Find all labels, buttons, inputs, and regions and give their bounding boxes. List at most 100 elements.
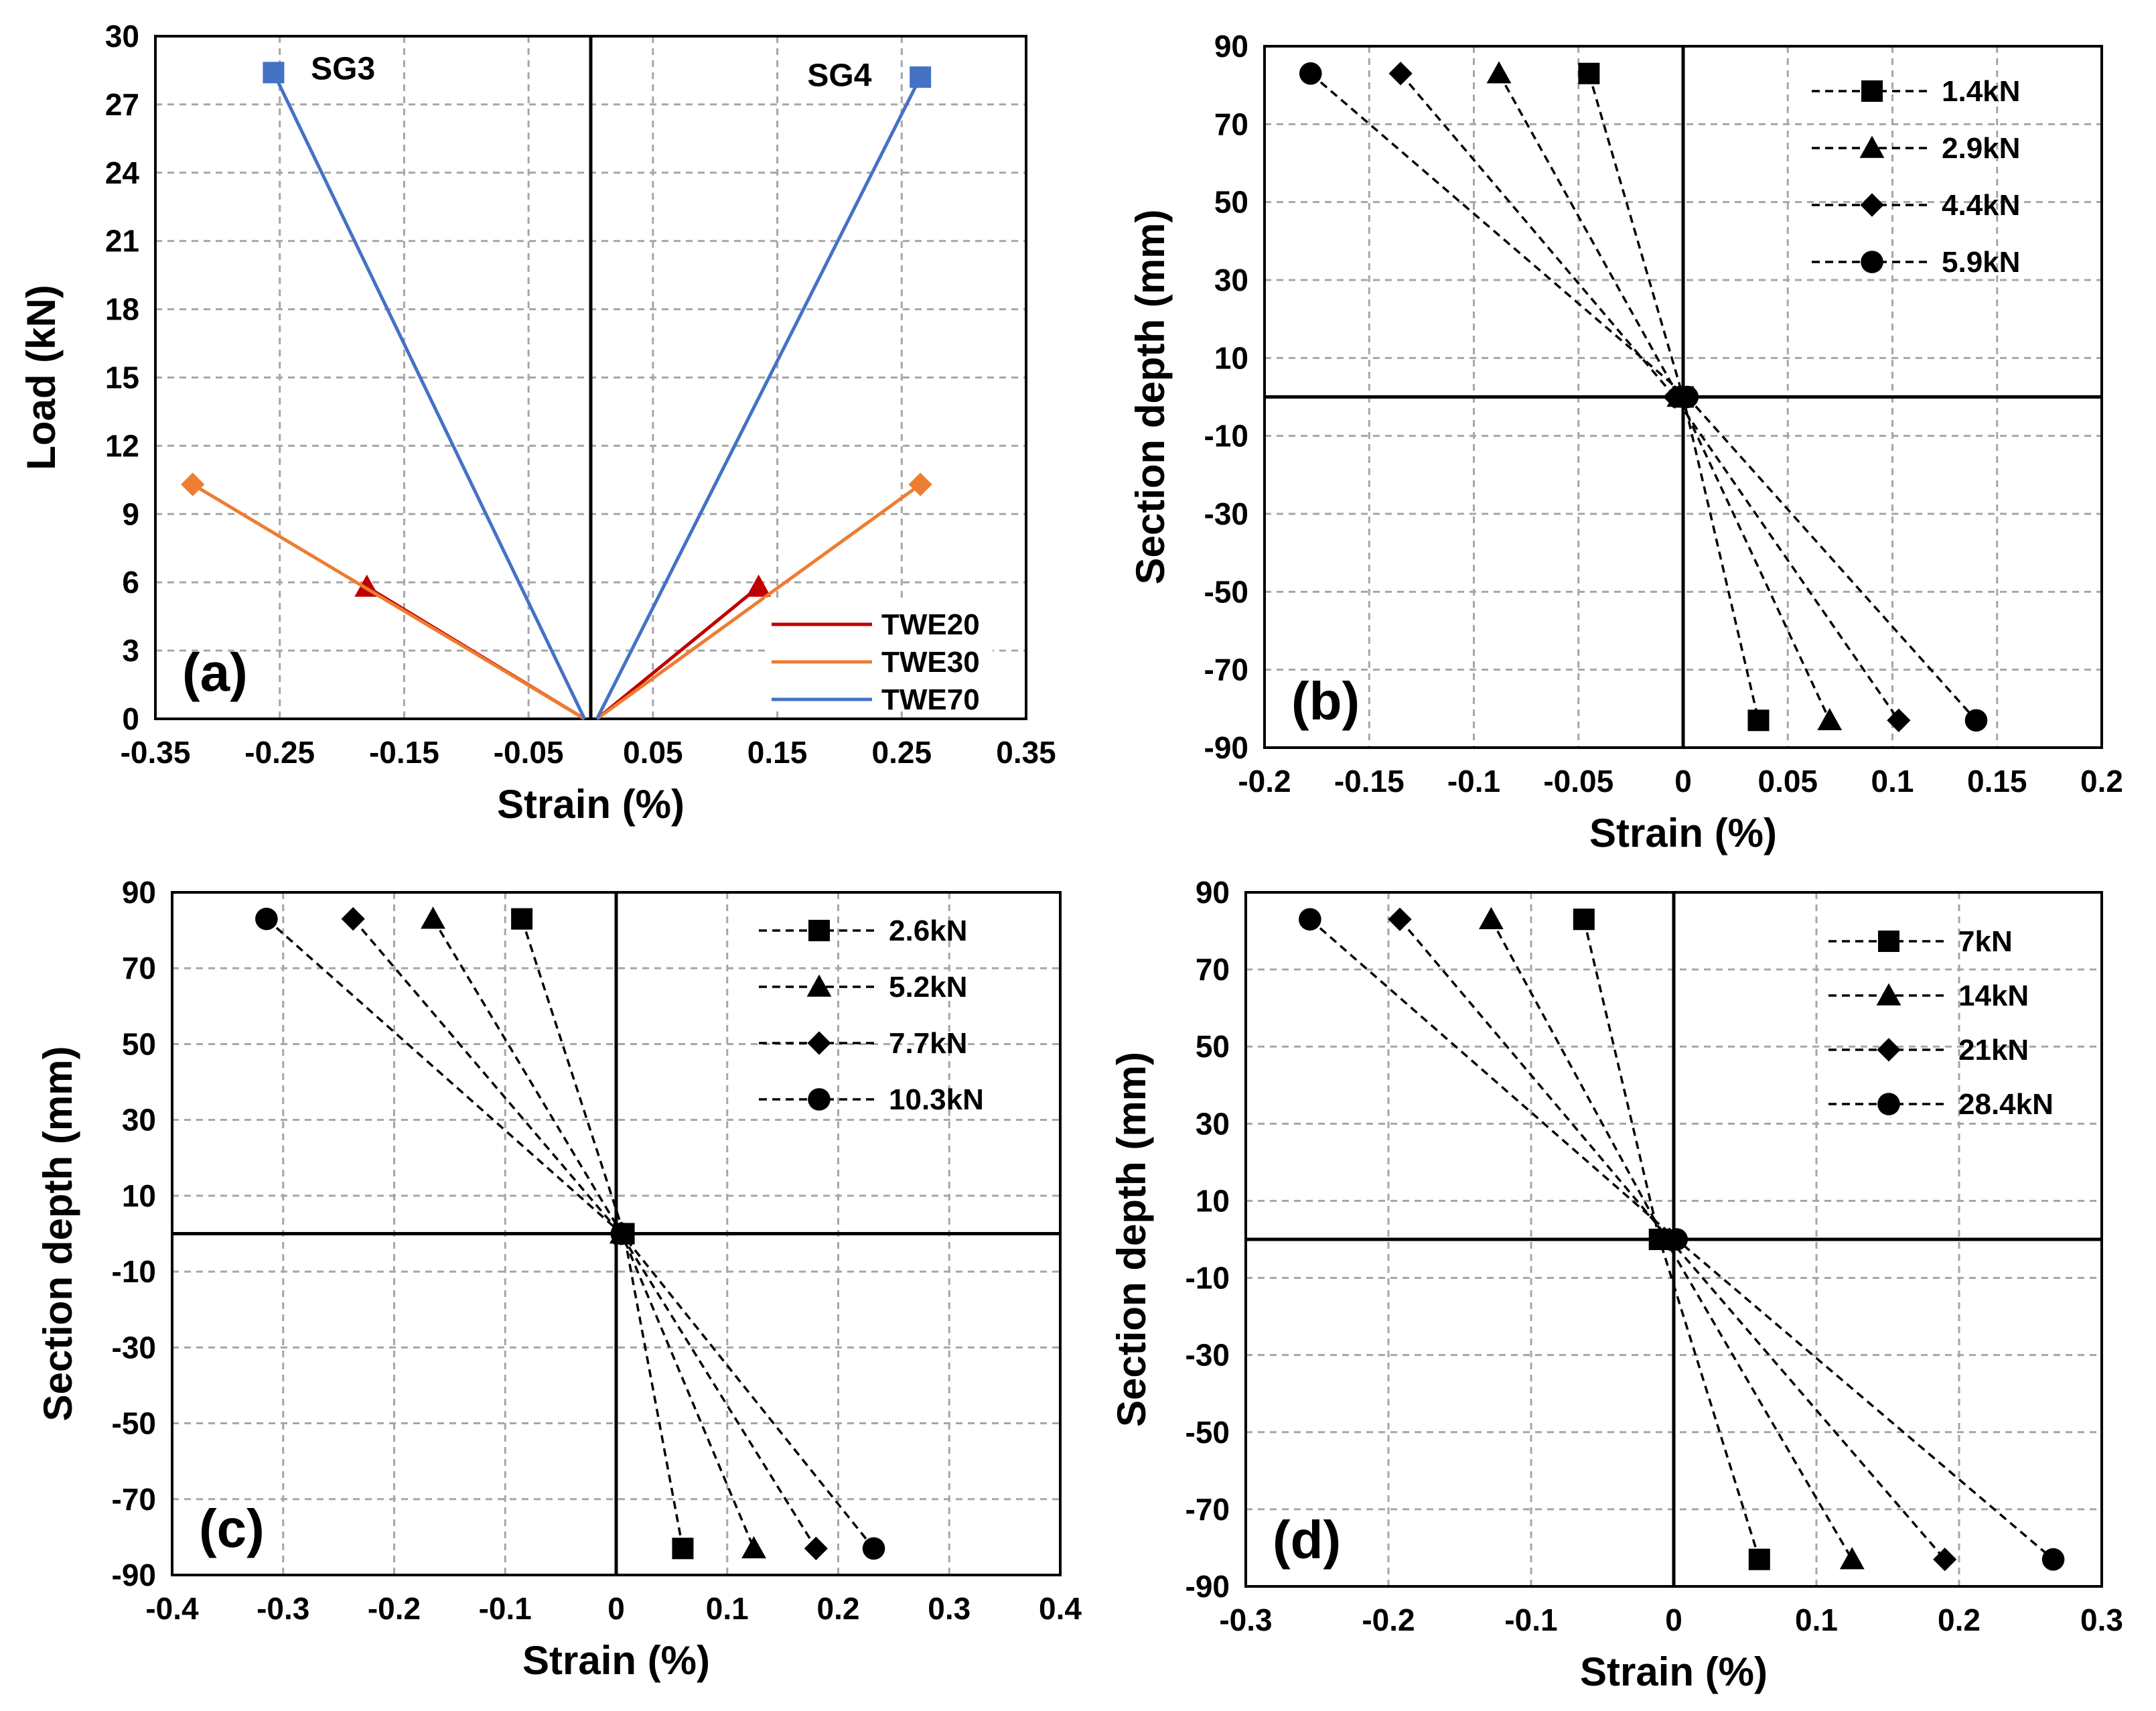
data-point-marker [1573, 908, 1595, 931]
x-tick-label: -0.1 [1447, 764, 1500, 799]
series-10.3kn [255, 907, 885, 1560]
data-point-marker [1933, 1548, 1957, 1572]
y-tick-label: 18 [105, 292, 139, 327]
x-tick-label: -0.1 [479, 1591, 532, 1626]
data-point-marker [263, 62, 285, 84]
legend-marker [1877, 1038, 1901, 1062]
panel-label: (a) [182, 642, 248, 702]
legend-marker [1861, 251, 1883, 273]
panel-a-load-strain-chart: -0.35 -0.25 -0.15 -0.05 0.05 0.15 0.25 0.35 0 3 6 9… [19, 19, 1056, 827]
y-tick-label: 15 [105, 360, 139, 395]
data-point-marker [511, 908, 533, 930]
legend: TWE20 TWE30 TWE70 [765, 598, 993, 716]
y-tick-label: 70 [122, 951, 156, 985]
x-tick-label: 0.2 [1938, 1602, 1981, 1637]
legend-item: 7kN [1828, 925, 2013, 958]
legend-item: 2.6kN [759, 914, 967, 947]
y-tick-label: -70 [112, 1482, 156, 1517]
x-tick-label: -0.15 [1334, 764, 1405, 799]
y-tick-label: 0 [122, 701, 139, 736]
x-tick-label: -0.2 [368, 1591, 421, 1626]
annotation-sg3: SG3 [311, 52, 375, 87]
legend: 7kN 14kN 21kN 28.4kN [1828, 925, 2054, 1121]
x-tick-label: 0.1 [1795, 1602, 1838, 1637]
x-tick-label: -0.15 [369, 735, 439, 770]
y-axis-title: Load (kN) [19, 285, 64, 470]
data-point-marker [1486, 61, 1512, 84]
y-tick-label: 6 [122, 565, 139, 600]
x-tick-label: 0 [607, 1591, 625, 1626]
legend-marker [1860, 193, 1884, 217]
y-tick-label: 24 [105, 155, 140, 190]
legend-item: 1.4kN [1812, 75, 2020, 108]
y-tick-label: -90 [1204, 730, 1248, 765]
y-tick-label: -10 [1185, 1261, 1230, 1296]
y-tick-label: 30 [1196, 1106, 1230, 1141]
x-tick-label: 0.2 [2080, 764, 2123, 799]
legend-item: 21kN [1828, 1034, 2029, 1067]
legend-marker [1861, 80, 1883, 102]
series-line [520, 918, 685, 1549]
data-point-marker [746, 574, 772, 597]
x-tick-label: 0.3 [928, 1591, 971, 1626]
legend-item: 14kN [1828, 979, 2029, 1012]
legend-item: 2.9kN [1812, 132, 2020, 165]
y-tick-label: 10 [122, 1178, 156, 1213]
data-point-marker [1299, 908, 1321, 931]
series-line [352, 918, 817, 1550]
series-twe30 [181, 472, 932, 721]
x-axis-title: Strain (%) [1580, 1649, 1768, 1694]
legend-label: TWE20 [881, 608, 980, 641]
legend-item: 4.4kN [1812, 189, 2020, 222]
y-tick-label: 90 [1196, 875, 1230, 910]
data-point-marker [1388, 907, 1412, 931]
y-tick-label: 70 [1214, 107, 1248, 141]
y-tick-label: -50 [1185, 1415, 1230, 1450]
legend-label: 2.9kN [1942, 132, 2020, 165]
legend-marker [1859, 135, 1885, 158]
data-point-marker [1817, 707, 1843, 731]
y-tick-label: 50 [1196, 1029, 1230, 1064]
series-twe70 [263, 62, 932, 720]
data-point-marker [741, 1535, 766, 1559]
x-tick-label: 0.15 [747, 735, 808, 770]
data-point-marker [672, 1537, 694, 1560]
y-tick-label: 90 [122, 875, 156, 910]
legend-marker [1876, 983, 1901, 1006]
x-tick-label: -0.4 [145, 1591, 199, 1626]
annotation-sg4: SG4 [807, 58, 871, 94]
y-tick-label: 90 [1214, 29, 1248, 64]
data-point-marker [908, 472, 932, 496]
y-tick-label: -70 [1185, 1492, 1230, 1527]
data-point-marker [1964, 709, 1988, 732]
data-point-marker [1388, 62, 1413, 86]
legend-label: 7kN [1958, 925, 2013, 958]
data-point-marker [1676, 385, 1699, 409]
y-tick-label: 9 [122, 496, 139, 531]
legend-label: 4.4kN [1942, 189, 2020, 222]
series-28.4kn [1299, 908, 2065, 1571]
y-tick-label: 50 [122, 1026, 156, 1061]
y-axis-title: Section depth (mm) [35, 1046, 80, 1421]
legend: 2.6kN 5.2kN 7.7kN 10.3kN [759, 914, 984, 1116]
legend-label: TWE30 [881, 646, 980, 679]
series-line [595, 586, 760, 720]
data-point-marker [610, 1222, 634, 1245]
series-line [1399, 72, 1900, 722]
legend-background [765, 598, 993, 710]
x-tick-label: -0.35 [121, 735, 191, 770]
series-line [595, 76, 922, 720]
y-tick-label: 27 [105, 87, 139, 122]
x-axis-title: Strain (%) [522, 1638, 710, 1683]
data-point-marker [2041, 1548, 2065, 1571]
legend-item: 5.9kN [1812, 246, 2020, 279]
y-tick-label: 50 [1214, 185, 1248, 220]
y-tick-label: -90 [112, 1558, 156, 1592]
y-tick-label: 70 [1196, 952, 1230, 987]
legend-marker [808, 920, 830, 941]
x-tick-label: 0.05 [623, 735, 683, 770]
panel-b-depth-strain-chart: -0.2 -0.15 -0.1 -0.05 0 0.05 0.1 0.15 0.2 -90 -70 -… [1128, 29, 2123, 856]
panel-label: (d) [1273, 1510, 1341, 1570]
y-tick-label: 12 [105, 428, 139, 463]
